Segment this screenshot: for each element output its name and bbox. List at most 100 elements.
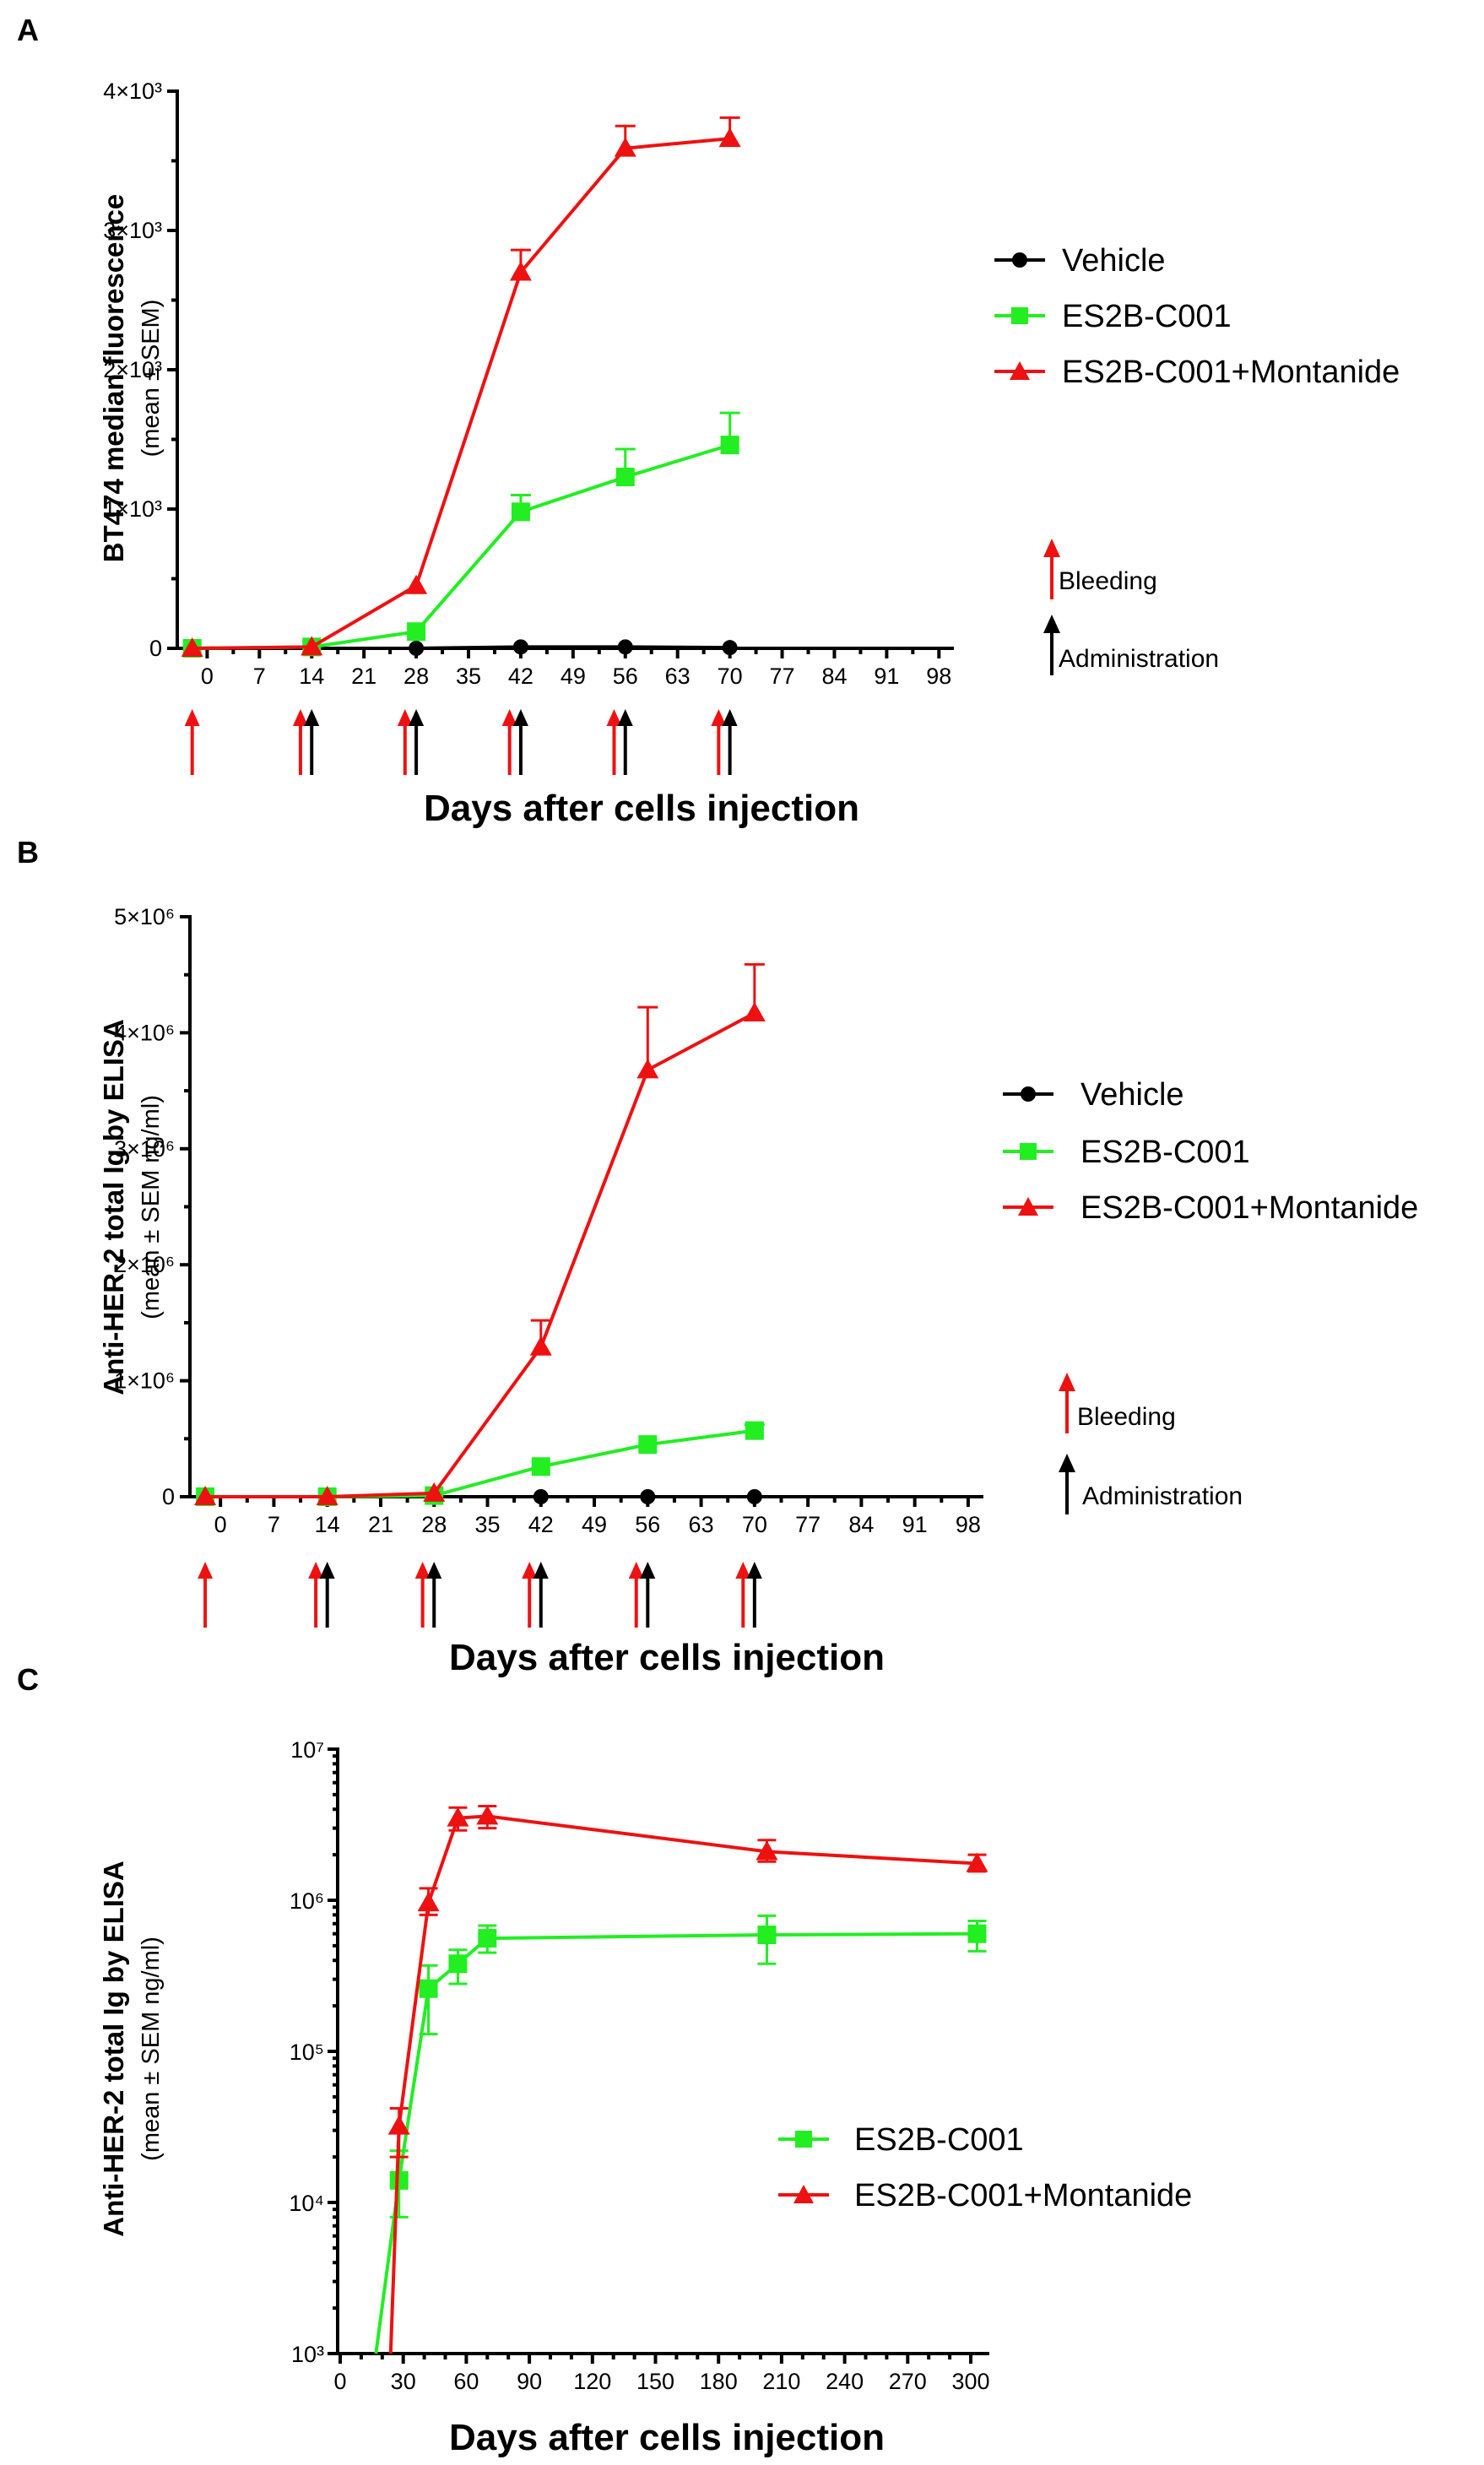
panel-c-series-0-point	[967, 1924, 987, 1943]
panel-b-series-0-point	[533, 1489, 549, 1504]
panel-b-y-tick-label: 2×10⁶	[114, 1252, 175, 1277]
panel-a-series-2-point	[614, 137, 636, 157]
legend-a-montanide: ES2B-C001+Montanide	[994, 355, 1400, 390]
panel-b-bleeding-arrow-head	[414, 1562, 431, 1579]
legend-b-montanide: ES2B-C001+Montanide	[1003, 1190, 1418, 1226]
panel-a-series-1-point	[615, 468, 635, 487]
panel-a-bleeding-arrow-head	[711, 709, 727, 726]
panel-c-series-0-point	[389, 2170, 409, 2190]
panel-a-y-tick-label: 2×10³	[103, 357, 162, 382]
legend-a-vehicle-label: Vehicle	[1062, 243, 1166, 279]
legend-a-administration-label: Administration	[1059, 645, 1219, 673]
panel-a-x-tick-label: 28	[403, 664, 429, 689]
panel-c-label: C	[17, 1662, 39, 1697]
legend-a-montanide-label: ES2B-C001+Montanide	[1062, 355, 1400, 390]
panel-b-administration-arrow-head	[426, 1562, 442, 1579]
panel-c-series-1-point	[476, 1805, 499, 1825]
panel-a-bleeding-arrow-head	[397, 709, 413, 726]
legend-b-es2b-label: ES2B-C001	[1081, 1135, 1250, 1170]
legend-b-bleeding-label: Bleeding	[1077, 1403, 1176, 1431]
panel-b-y-axis-subtitle: (mean ± SEM ng/ml)	[138, 1095, 165, 1319]
panel-b-x-tick-label: 28	[421, 1512, 447, 1537]
panel-b-bleeding-arrow-head	[522, 1562, 538, 1579]
panel-a-series-2-point	[301, 636, 323, 656]
panel-a-series-0-point	[617, 639, 633, 655]
panel-c-y-tick-label: 10³	[291, 2342, 324, 2367]
legend-a-bleeding-label: Bleeding	[1059, 567, 1157, 595]
panel-c-x-tick-label: 210	[762, 2369, 800, 2394]
panel-a-bleeding-arrow-head	[501, 709, 517, 726]
panel-b-x-tick-label: 56	[635, 1512, 660, 1537]
panel-c-x-tick-label: 120	[573, 2369, 611, 2394]
panel-b-x-tick-label: 14	[315, 1512, 340, 1537]
panel-a-legend: Vehicle ES2B-C001 ES2B-C001+Montanide	[994, 243, 1400, 390]
panel-b-series-2-point	[423, 1482, 446, 1502]
panel-b-administration-arrow-head	[640, 1562, 656, 1579]
panel-b-y-tick-label: 0	[162, 1484, 175, 1509]
panel-b-x-tick-label: 49	[582, 1512, 607, 1537]
panel-c-y-axis-subtitle: (mean ± SEM ng/ml)	[138, 1937, 165, 2161]
panel-b-x-tick-label: 35	[474, 1512, 500, 1537]
panel-b-y-tick-label: 5×10⁶	[114, 904, 175, 929]
panel-b-bleeding-arrow-head	[628, 1562, 644, 1579]
panel-b-administration-arrow-head	[746, 1562, 762, 1579]
panel-b-series-2-point	[529, 1335, 552, 1356]
panel-b-arrow-key: Bleeding Administration	[1059, 1373, 1243, 1514]
legend-c-montanide-label: ES2B-C001+Montanide	[854, 2178, 1192, 2213]
panel-a-x-tick-label: 0	[201, 664, 214, 689]
panel-c-series-1-point	[756, 1840, 778, 1861]
panel-a-x-tick-label: 21	[351, 664, 376, 689]
panel-a-bleeding-arrow-head	[292, 709, 308, 726]
panel-b-x-tick-label: 21	[368, 1512, 393, 1537]
panel-a-administration-arrow-head	[512, 709, 528, 726]
legend-b-vehicle-label: Vehicle	[1081, 1077, 1184, 1113]
panel-b-x-tick-label: 7	[268, 1512, 280, 1537]
panel-b-x-tick-label: 98	[956, 1512, 981, 1537]
panel-c-legend: ES2B-C001 ES2B-C001+Montanide	[778, 2122, 1192, 2213]
panel-b-series-1-point	[745, 1421, 764, 1440]
panel-b-bleeding-arrow-head	[198, 1562, 214, 1579]
panel-b-x-axis-title: Days after cells injection	[449, 1637, 885, 1678]
panel-a-x-tick-label: 14	[299, 664, 324, 689]
legend-b-vehicle: Vehicle	[1003, 1077, 1184, 1113]
panel-b-plot: 0 1×10⁶ 2×10⁶ 3×10⁶ 4×10⁶ 5×10⁶ 0 7 14 21 28 35 42 49…	[114, 904, 983, 1628]
panel-a-series-1-line	[192, 443, 731, 650]
panel-b-y-tick-label: 4×10⁶	[114, 1020, 175, 1045]
panel-a-bleeding-arrow-head	[184, 709, 200, 726]
panel-c-x-tick-label: 150	[636, 2369, 674, 2394]
panel-a-y-tick-label: 3×10³	[103, 218, 162, 243]
panel-b-x-tick-label: 84	[848, 1512, 874, 1537]
legend-b-montanide-label: ES2B-C001+Montanide	[1081, 1190, 1418, 1226]
panel-a-series-1-point	[407, 622, 426, 642]
panel-a-series-0-point	[722, 640, 738, 656]
panel-a-administration-arrow-head	[409, 709, 425, 726]
panel-a-y-tick-label: 1×10³	[103, 496, 162, 522]
panel-a-administration-arrow-head	[617, 709, 633, 726]
panel-b-series-2-point	[743, 1002, 766, 1022]
panel-c-y-tick-label: 10⁶	[290, 1888, 324, 1914]
panel-c-x-tick-label: 0	[333, 2369, 346, 2394]
panel-b-y-tick-label: 1×10⁶	[114, 1368, 175, 1394]
panel-b-series-2-point	[316, 1486, 339, 1505]
panel-c-x-tick-label: 270	[889, 2369, 927, 2394]
panel-a-series-0-point	[409, 641, 425, 656]
panel-c-y-axis-title: Anti-HER-2 total Ig by ELISA	[98, 1861, 129, 2237]
legend-a-es2b-label: ES2B-C001	[1062, 299, 1232, 334]
legend-c-es2b-label: ES2B-C001	[854, 2122, 1024, 2158]
panel-c-series-1-point	[447, 1807, 469, 1827]
panel-b-x-tick-label: 77	[795, 1512, 821, 1537]
panel-b-administration-arrow-head	[319, 1562, 335, 1579]
panel-a-administration-arrow-head	[304, 709, 320, 726]
panel-c-series-1-point	[417, 1892, 440, 1912]
legend-c-montanide: ES2B-C001+Montanide	[778, 2178, 1192, 2213]
panel-c-x-tick-label: 240	[826, 2369, 864, 2394]
panel-c-y-tick-label: 10⁵	[290, 2040, 324, 2065]
panel-c-y-tick-label: 10⁴	[289, 2191, 324, 2216]
panel-a-series-0-point	[512, 639, 528, 655]
legend-b-administration-label: Administration	[1082, 1482, 1243, 1510]
panel-a-y-axis-title: BT474 median fluorescence	[98, 194, 129, 563]
panel-b-x-tick-label: 42	[528, 1512, 554, 1537]
panel-a-series-2-point	[181, 637, 203, 657]
panel-a-x-tick-label: 56	[613, 664, 638, 689]
panel-b-series-0-point	[746, 1489, 762, 1504]
